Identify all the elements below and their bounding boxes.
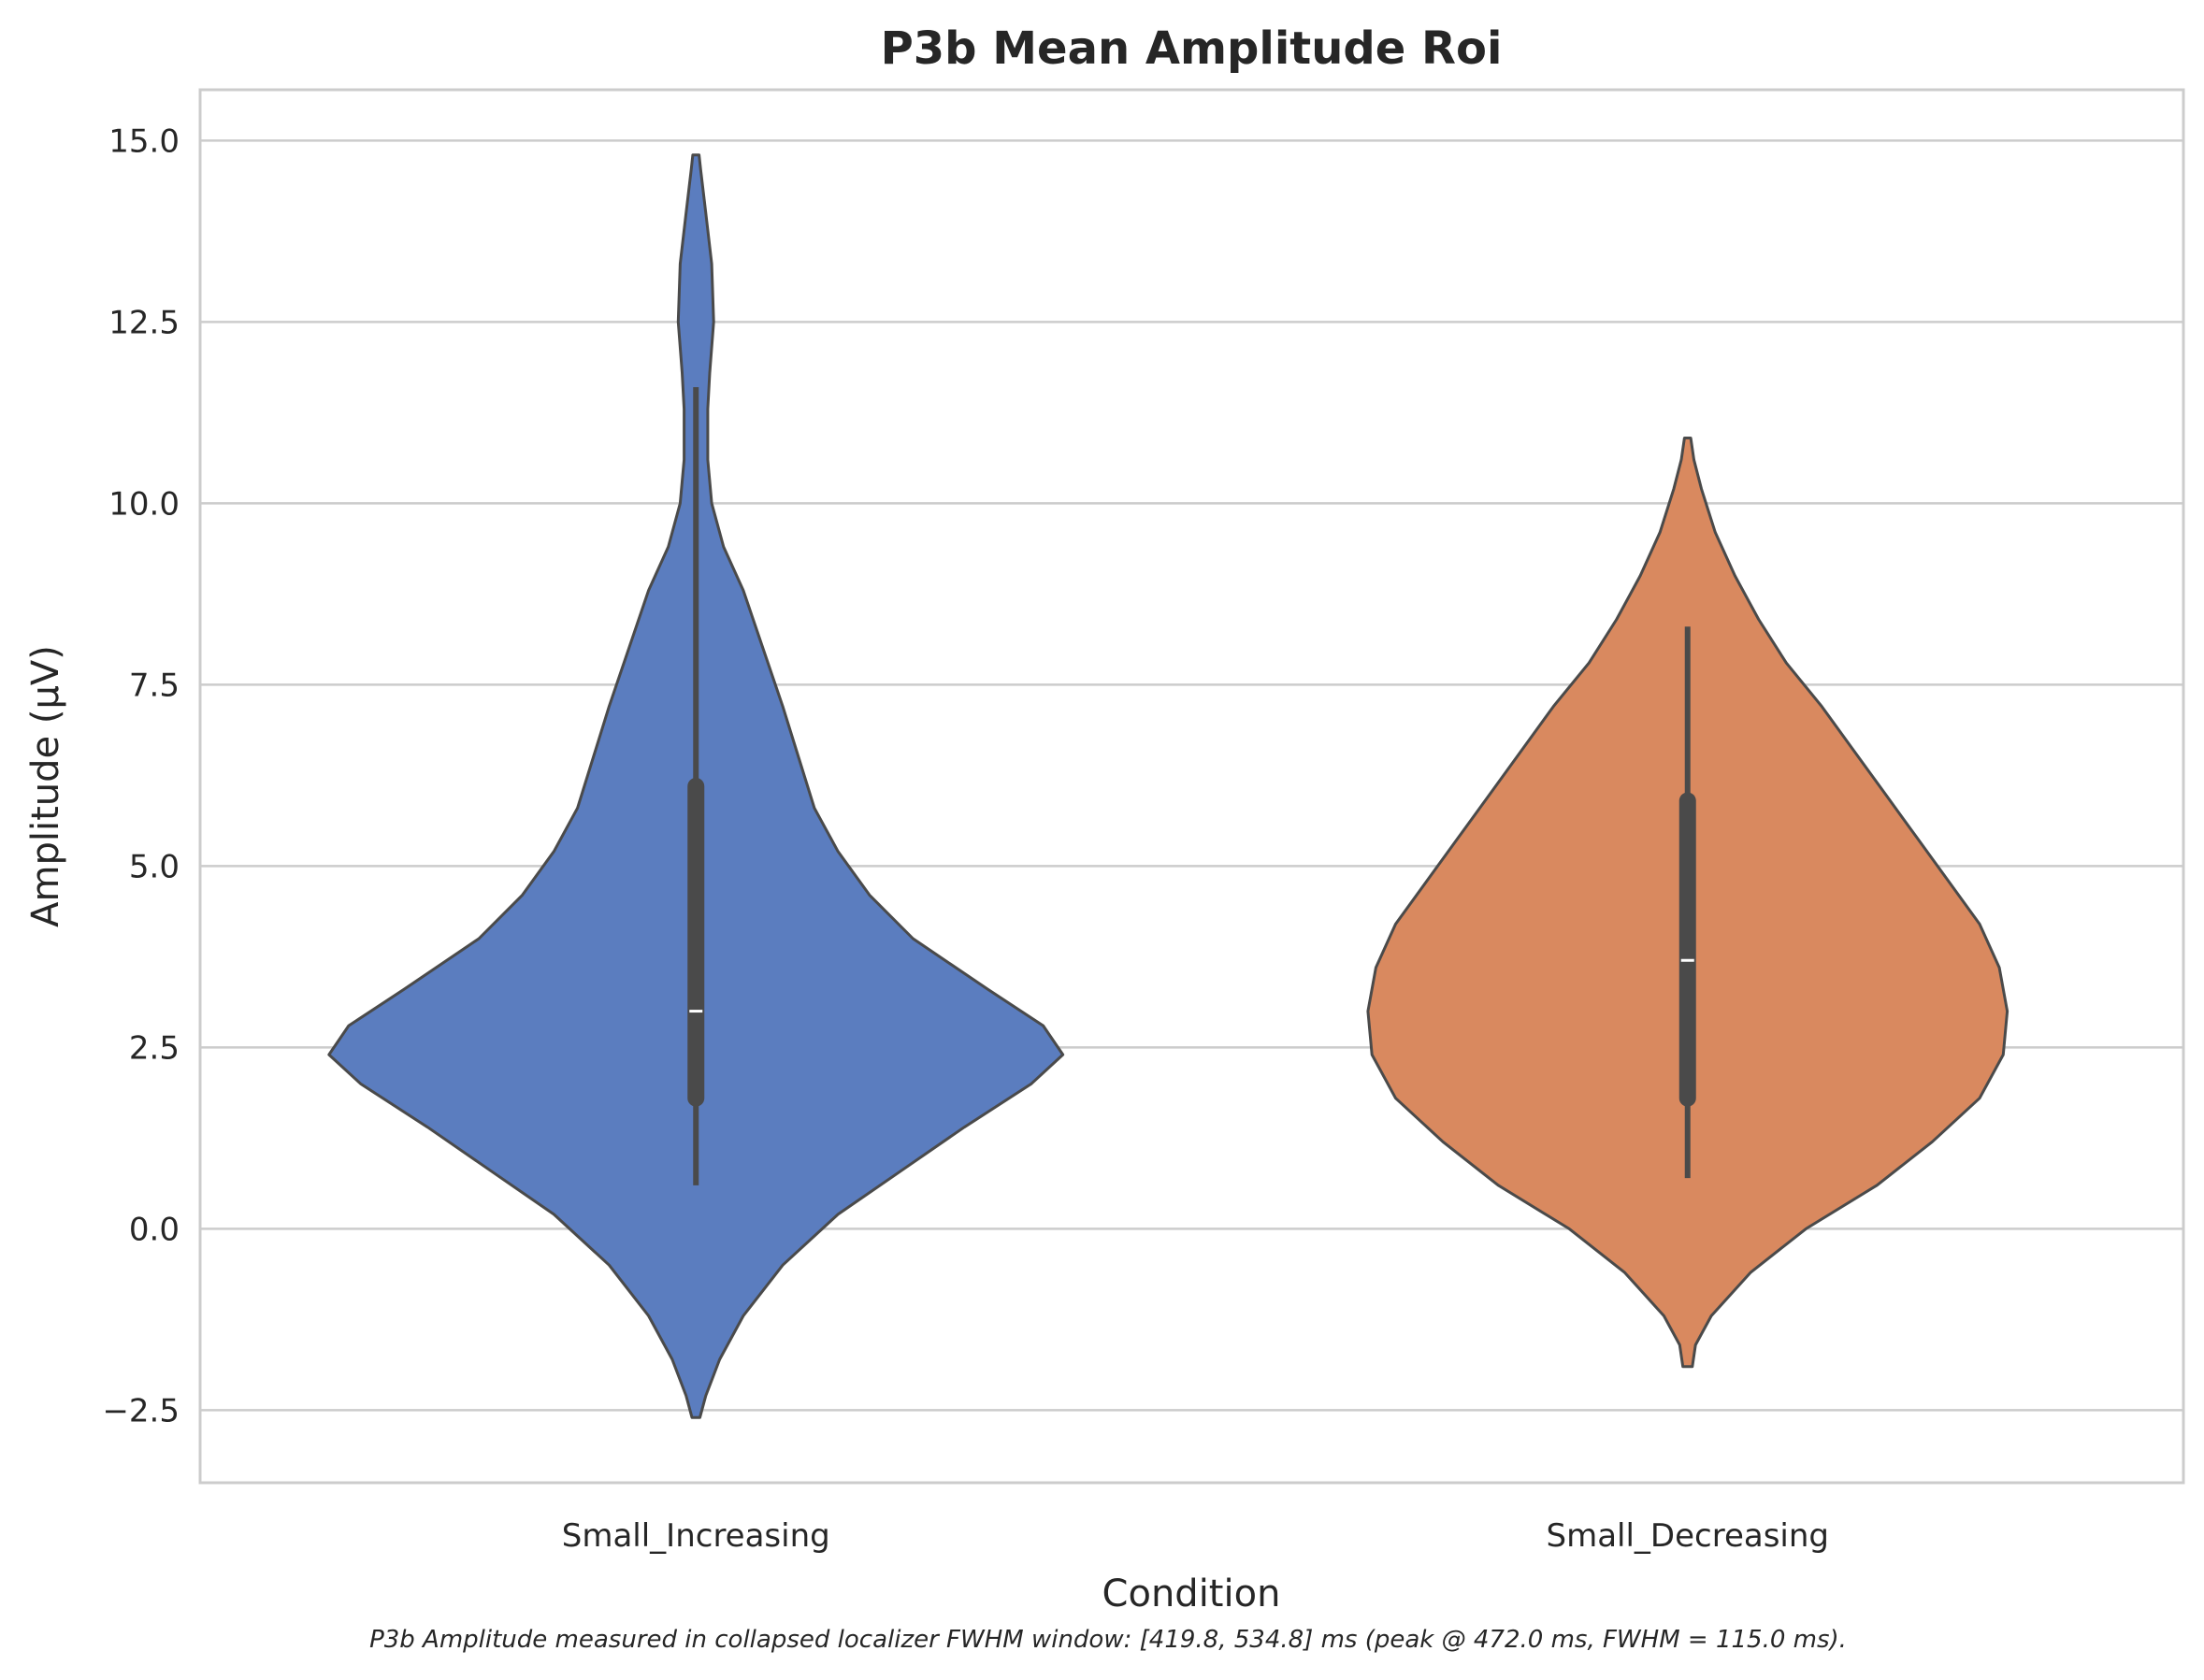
grid-lines bbox=[200, 139, 2183, 1412]
chart-title: P3b Mean Amplitude Roi bbox=[881, 22, 1503, 75]
x-tick-label: Small_Increasing bbox=[562, 1517, 830, 1555]
y-tick-labels: −2.5 0.0 2.5 5.0 7.5 10.0 12.5 15.0 bbox=[102, 122, 180, 1429]
y-tick-label: 2.5 bbox=[129, 1029, 180, 1067]
x-tick-labels: Small_Increasing Small_Decreasing bbox=[562, 1517, 1829, 1555]
y-tick-label: 15.0 bbox=[108, 122, 180, 160]
x-tick-label: Small_Decreasing bbox=[1547, 1517, 1830, 1555]
chart-caption: P3b Amplitude measured in collapsed loca… bbox=[369, 1626, 1847, 1654]
inner-boxplots bbox=[687, 387, 1696, 1185]
plot-frame bbox=[198, 88, 2185, 1485]
y-tick-label: 5.0 bbox=[129, 848, 180, 885]
y-tick-label: 10.0 bbox=[108, 485, 180, 523]
y-tick-label: 12.5 bbox=[108, 304, 180, 341]
y-tick-label: −2.5 bbox=[102, 1392, 180, 1429]
y-axis-label: Amplitude (µV) bbox=[24, 645, 67, 927]
y-tick-label: 0.0 bbox=[129, 1211, 180, 1248]
x-axis-label: Condition bbox=[1102, 1572, 1281, 1615]
y-tick-label: 7.5 bbox=[129, 667, 180, 704]
